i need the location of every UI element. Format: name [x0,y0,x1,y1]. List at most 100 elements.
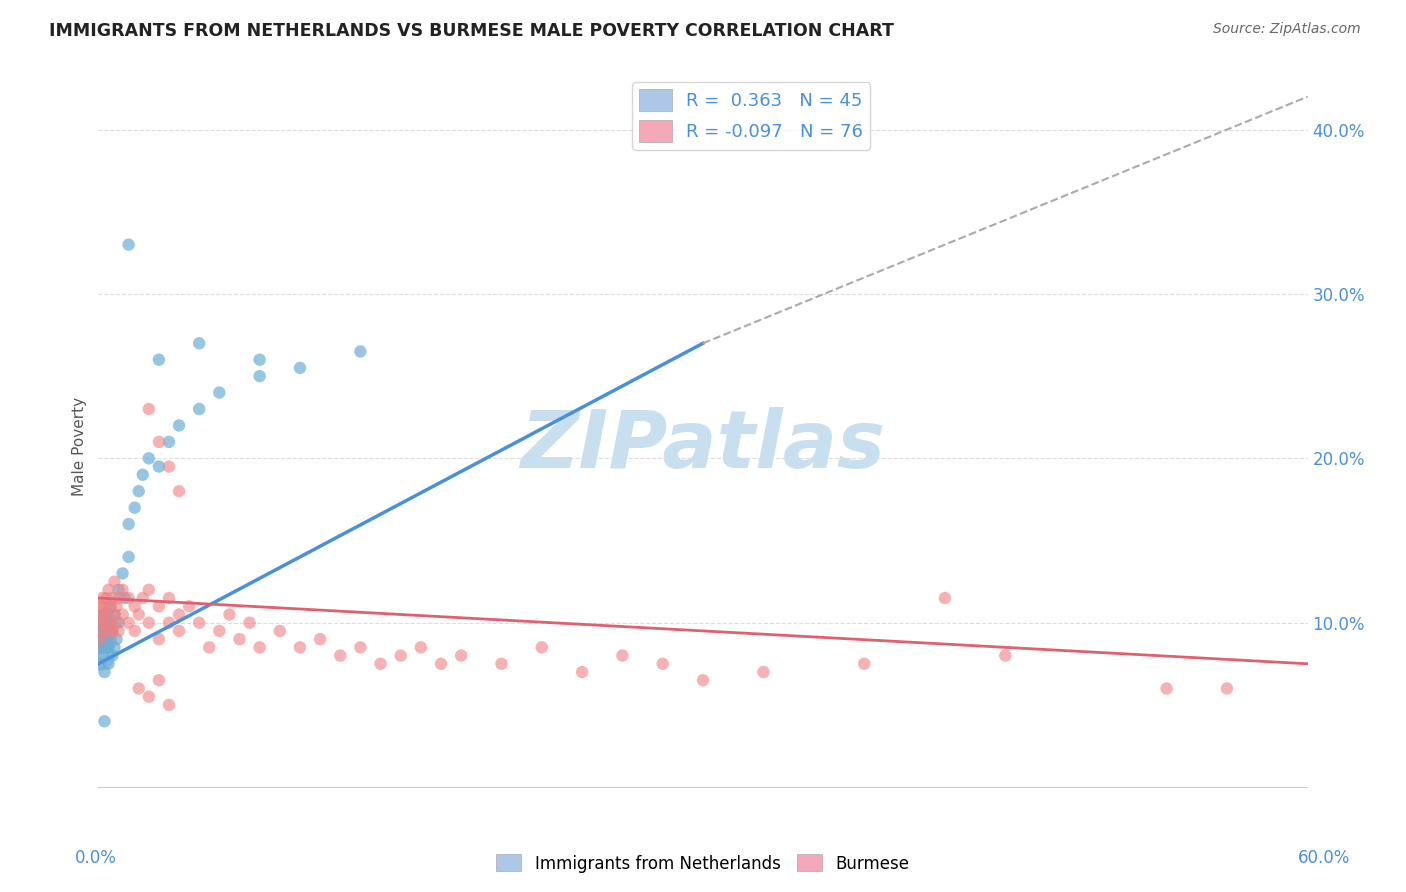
Point [103,574,125,589]
Point [157,698,180,712]
Point [100,615,122,630]
Point [103,607,125,622]
Point [128,607,150,622]
Point [148,673,170,688]
Point [93,624,115,638]
Point [118,591,141,605]
Point [157,459,180,474]
Point [124,599,146,614]
Point [91,648,114,663]
Point [132,467,155,482]
Point [89,607,111,622]
Point [370,657,392,671]
Point [148,434,170,449]
Point [208,624,231,638]
Point [118,615,141,630]
Point [148,459,170,474]
Point [269,624,291,638]
Point [349,344,371,359]
Point [89,632,111,647]
Point [91,607,114,622]
Point [179,599,201,614]
Point [89,632,111,647]
Point [96,607,118,622]
Point [93,615,115,630]
Point [239,615,262,630]
Point [188,402,211,417]
Legend: R =  0.363   N = 45, R = -0.097   N = 76: R = 0.363 N = 45, R = -0.097 N = 76 [633,82,870,150]
Point [103,607,125,622]
Point [128,681,150,696]
Point [97,624,120,638]
Point [167,607,190,622]
Point [138,451,160,466]
Point [111,582,134,597]
Point [752,665,775,679]
Point [1156,681,1178,696]
Point [167,484,190,499]
Point [101,591,124,605]
Point [96,615,118,630]
Point [89,624,111,638]
Point [188,336,211,351]
Text: IMMIGRANTS FROM NETHERLANDS VS BURMESE MALE POVERTY CORRELATION CHART: IMMIGRANTS FROM NETHERLANDS VS BURMESE M… [49,22,894,40]
Point [103,640,125,655]
Point [389,648,412,663]
Point [228,632,250,647]
Point [105,615,128,630]
Point [249,640,271,655]
Point [91,624,114,638]
Point [107,591,129,605]
Text: Source: ZipAtlas.com: Source: ZipAtlas.com [1213,22,1361,37]
Point [138,402,160,417]
Point [853,657,876,671]
Point [96,632,118,647]
Y-axis label: Male Poverty: Male Poverty [72,396,87,496]
Point [97,640,120,655]
Text: ZIPatlas: ZIPatlas [520,407,886,485]
Point [93,607,115,622]
Point [309,632,332,647]
Point [97,657,120,671]
Point [430,657,453,671]
Point [100,615,122,630]
Point [651,657,673,671]
Point [91,591,114,605]
Point [91,632,114,647]
Point [349,640,371,655]
Point [101,624,124,638]
Point [118,237,141,252]
Point [89,624,111,638]
Point [198,640,221,655]
Point [157,591,180,605]
Point [571,665,593,679]
Text: 0.0%: 0.0% [75,849,117,867]
Point [91,632,114,647]
Point [100,599,122,614]
Point [89,640,111,655]
Point [124,500,146,515]
Point [288,360,311,375]
Point [167,418,190,433]
Point [111,607,134,622]
Point [97,624,120,638]
Point [157,434,180,449]
Point [148,632,170,647]
Point [167,624,190,638]
Point [89,615,111,630]
Point [93,599,115,614]
Point [124,624,146,638]
Point [91,615,114,630]
Point [118,517,141,532]
Point [100,599,122,614]
Point [994,648,1017,663]
Point [249,352,271,367]
Point [93,665,115,679]
Point [107,624,129,638]
Point [148,599,170,614]
Point [91,624,114,638]
Point [128,484,150,499]
Point [157,615,180,630]
Point [93,640,115,655]
Text: 60.0%: 60.0% [1298,849,1351,867]
